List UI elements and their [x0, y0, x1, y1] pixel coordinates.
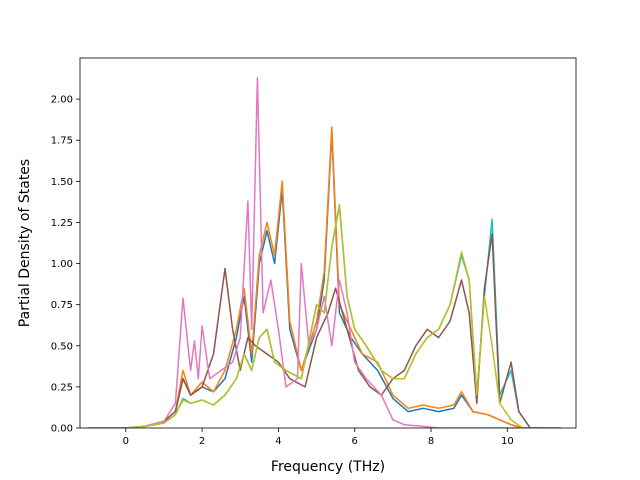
series-line-1 [87, 131, 561, 428]
x-tick-label: 8 [428, 436, 434, 447]
plot-frame [79, 57, 577, 429]
x-tick-label: 10 [501, 436, 514, 447]
y-tick-label: 1.25 [51, 218, 73, 229]
x-axis-label: Frequency (THz) [271, 459, 385, 475]
y-tick-label: 2.00 [51, 95, 73, 106]
y-tick-label: 1.50 [51, 177, 73, 188]
y-tick-label: 0.75 [51, 300, 73, 311]
series-line-6 [87, 203, 561, 428]
series-group [87, 76, 561, 428]
x-tick-label: 2 [199, 436, 205, 447]
series-line-5 [87, 76, 561, 428]
plot-area [79, 57, 577, 429]
y-tick-label: 0.25 [51, 382, 73, 393]
y-axis-label: Partial Density of States [17, 159, 33, 327]
x-tick-label: 0 [123, 436, 129, 447]
x-tick-label: 4 [275, 436, 281, 447]
y-tick-label: 1.00 [51, 259, 73, 270]
y-tick-label: 0.00 [51, 424, 73, 435]
y-tick-label: 1.75 [51, 136, 73, 147]
x-axis-ticks: 0 2 4 6 8 10 [123, 428, 514, 447]
x-tick-label: 6 [352, 436, 358, 447]
y-tick-label: 0.50 [51, 341, 73, 352]
y-axis-ticks: 0.00 0.25 0.50 0.75 1.00 1.25 1.50 1.75 2.00 [51, 95, 80, 435]
series-line-3 [87, 205, 561, 428]
